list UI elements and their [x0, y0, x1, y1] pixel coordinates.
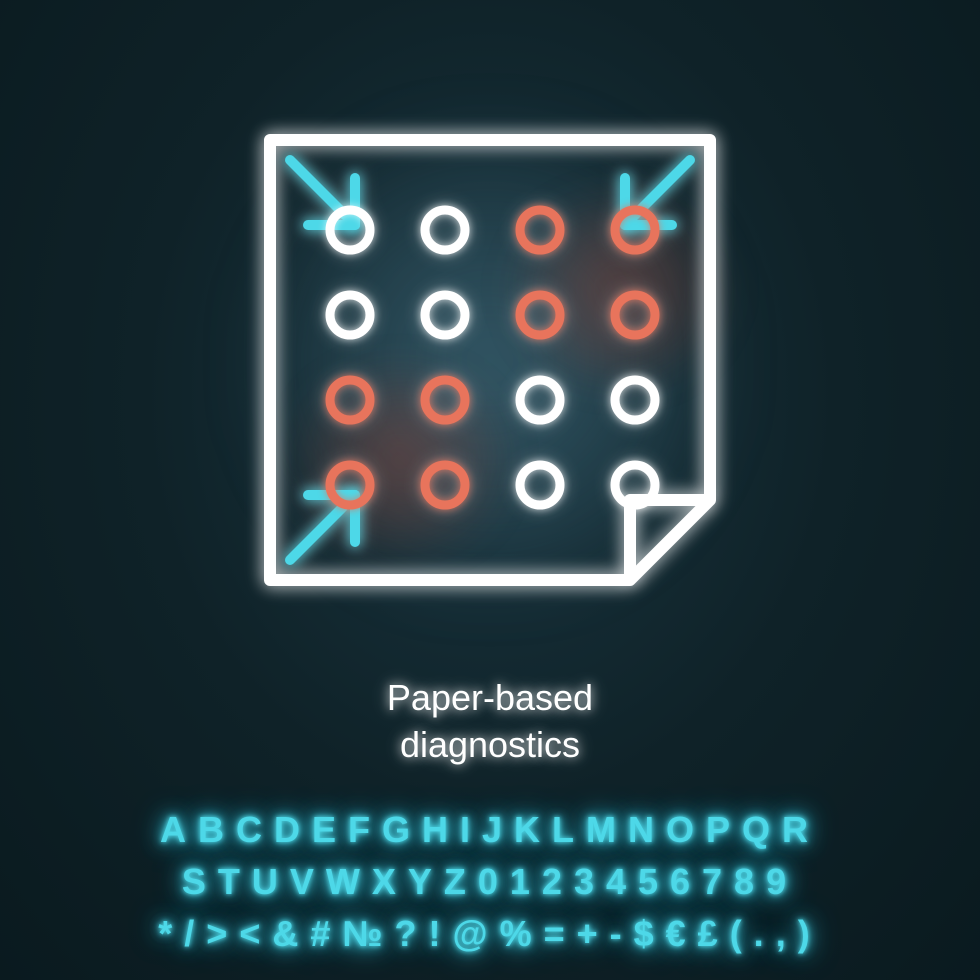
ring-orange — [425, 465, 465, 505]
ring-white — [520, 465, 560, 505]
paper-diagnostic-svg — [230, 100, 750, 620]
ring-white — [520, 380, 560, 420]
neon-alphabet-set: ABCDEFGHIJKLMNOPQR STUVWXYZ0123456789 */… — [108, 799, 871, 965]
ring-white — [615, 380, 655, 420]
icon-title: Paper-based diagnostics — [387, 675, 593, 769]
alphabet-row-2: STUVWXYZ0123456789 — [158, 861, 821, 903]
alphabet-row-3: */><&#№?!@%=+-$€£(.,) — [158, 913, 821, 955]
ring-orange — [615, 295, 655, 335]
alphabet-row-1: ABCDEFGHIJKLMNOPQR — [158, 809, 821, 851]
corner-arrow-top-right — [625, 160, 690, 225]
corner-arrow-top-left — [290, 160, 355, 225]
ring-orange — [520, 295, 560, 335]
diagnostic-ring-grid — [330, 210, 655, 505]
ring-white — [330, 295, 370, 335]
ring-orange — [330, 380, 370, 420]
title-line-1: Paper-based — [387, 677, 593, 718]
ring-white — [425, 295, 465, 335]
title-line-2: diagnostics — [400, 724, 580, 765]
ring-orange — [425, 380, 465, 420]
diagnostic-icon — [180, 50, 800, 670]
ring-white — [425, 210, 465, 250]
ring-orange — [520, 210, 560, 250]
